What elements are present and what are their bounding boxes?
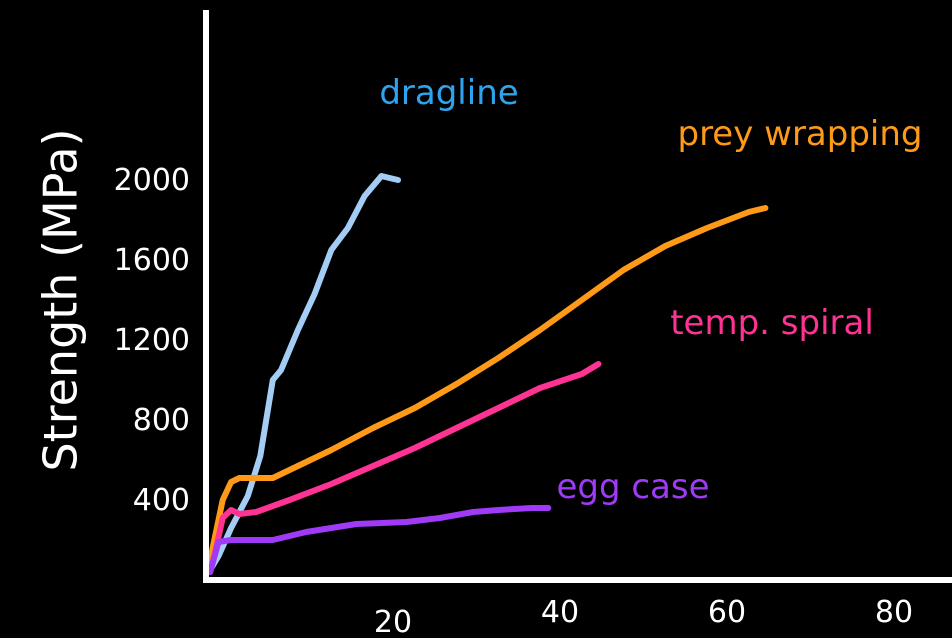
- x-tick-labels: 20 40 60 80: [374, 595, 913, 638]
- y-tick-label: 1600: [114, 243, 190, 278]
- y-tick-label: 400: [133, 483, 190, 518]
- series-labels: dragline prey wrapping temp. spiral egg cas…: [379, 73, 922, 507]
- series-line-egg-case: [207, 505, 552, 575]
- series-label-dragline: dragline: [379, 73, 518, 113]
- series-label-egg-case: egg case: [556, 467, 709, 507]
- series-label-temp-spiral: temp. spiral: [670, 303, 874, 343]
- x-tick-label: 80: [875, 595, 913, 630]
- series-line-dragline: [207, 173, 401, 573]
- y-tick-labels: 400 800 1200 1600 2000: [114, 163, 190, 518]
- y-axis-title: Strength (MPa): [34, 128, 88, 471]
- series-line-temp-spiral: [207, 361, 602, 575]
- y-tick-label: 1200: [114, 323, 190, 358]
- y-tick-label: 2000: [114, 163, 190, 198]
- x-tick-label: 60: [708, 595, 746, 630]
- x-tick-label: 40: [541, 595, 579, 630]
- series-line-prey-wrapping: [205, 205, 769, 571]
- series-curves: [205, 173, 769, 575]
- x-tick-label: 20: [374, 605, 412, 638]
- y-tick-label: 800: [133, 403, 190, 438]
- series-label-prey-wrapping: prey wrapping: [677, 114, 922, 154]
